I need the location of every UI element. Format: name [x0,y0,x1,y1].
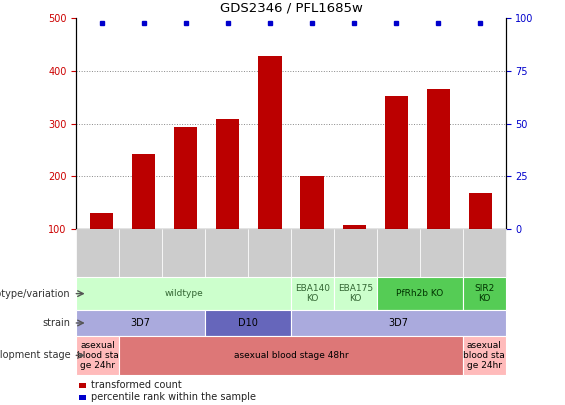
Bar [132,154,155,229]
Text: 3D7: 3D7 [388,318,408,328]
Bar [385,96,408,229]
Bar [90,213,113,229]
Text: EBA140
KO: EBA140 KO [295,284,330,303]
Text: development stage: development stage [0,350,71,360]
Text: PfRh2b KO: PfRh2b KO [396,289,444,298]
Bar [469,193,492,229]
Bar [216,119,240,229]
Text: asexual
blood sta
ge 24hr: asexual blood sta ge 24hr [463,341,505,370]
Bar [427,90,450,229]
Text: D10: D10 [238,318,258,328]
Bar [301,176,324,229]
Title: GDS2346 / PFL1685w: GDS2346 / PFL1685w [220,1,362,14]
Text: asexual
blood sta
ge 24hr: asexual blood sta ge 24hr [77,341,119,370]
Text: EBA175
KO: EBA175 KO [338,284,373,303]
Text: percentile rank within the sample: percentile rank within the sample [91,392,256,403]
Text: transformed count: transformed count [91,380,182,390]
Text: 3D7: 3D7 [131,318,151,328]
Text: wildtype: wildtype [164,289,203,298]
Text: genotype/variation: genotype/variation [0,289,71,298]
Text: asexual blood stage 48hr: asexual blood stage 48hr [234,351,348,360]
Text: SIR2
KO: SIR2 KO [474,284,494,303]
Bar [174,127,197,229]
Bar [342,225,366,229]
Bar [258,56,281,229]
Text: strain: strain [42,318,71,328]
